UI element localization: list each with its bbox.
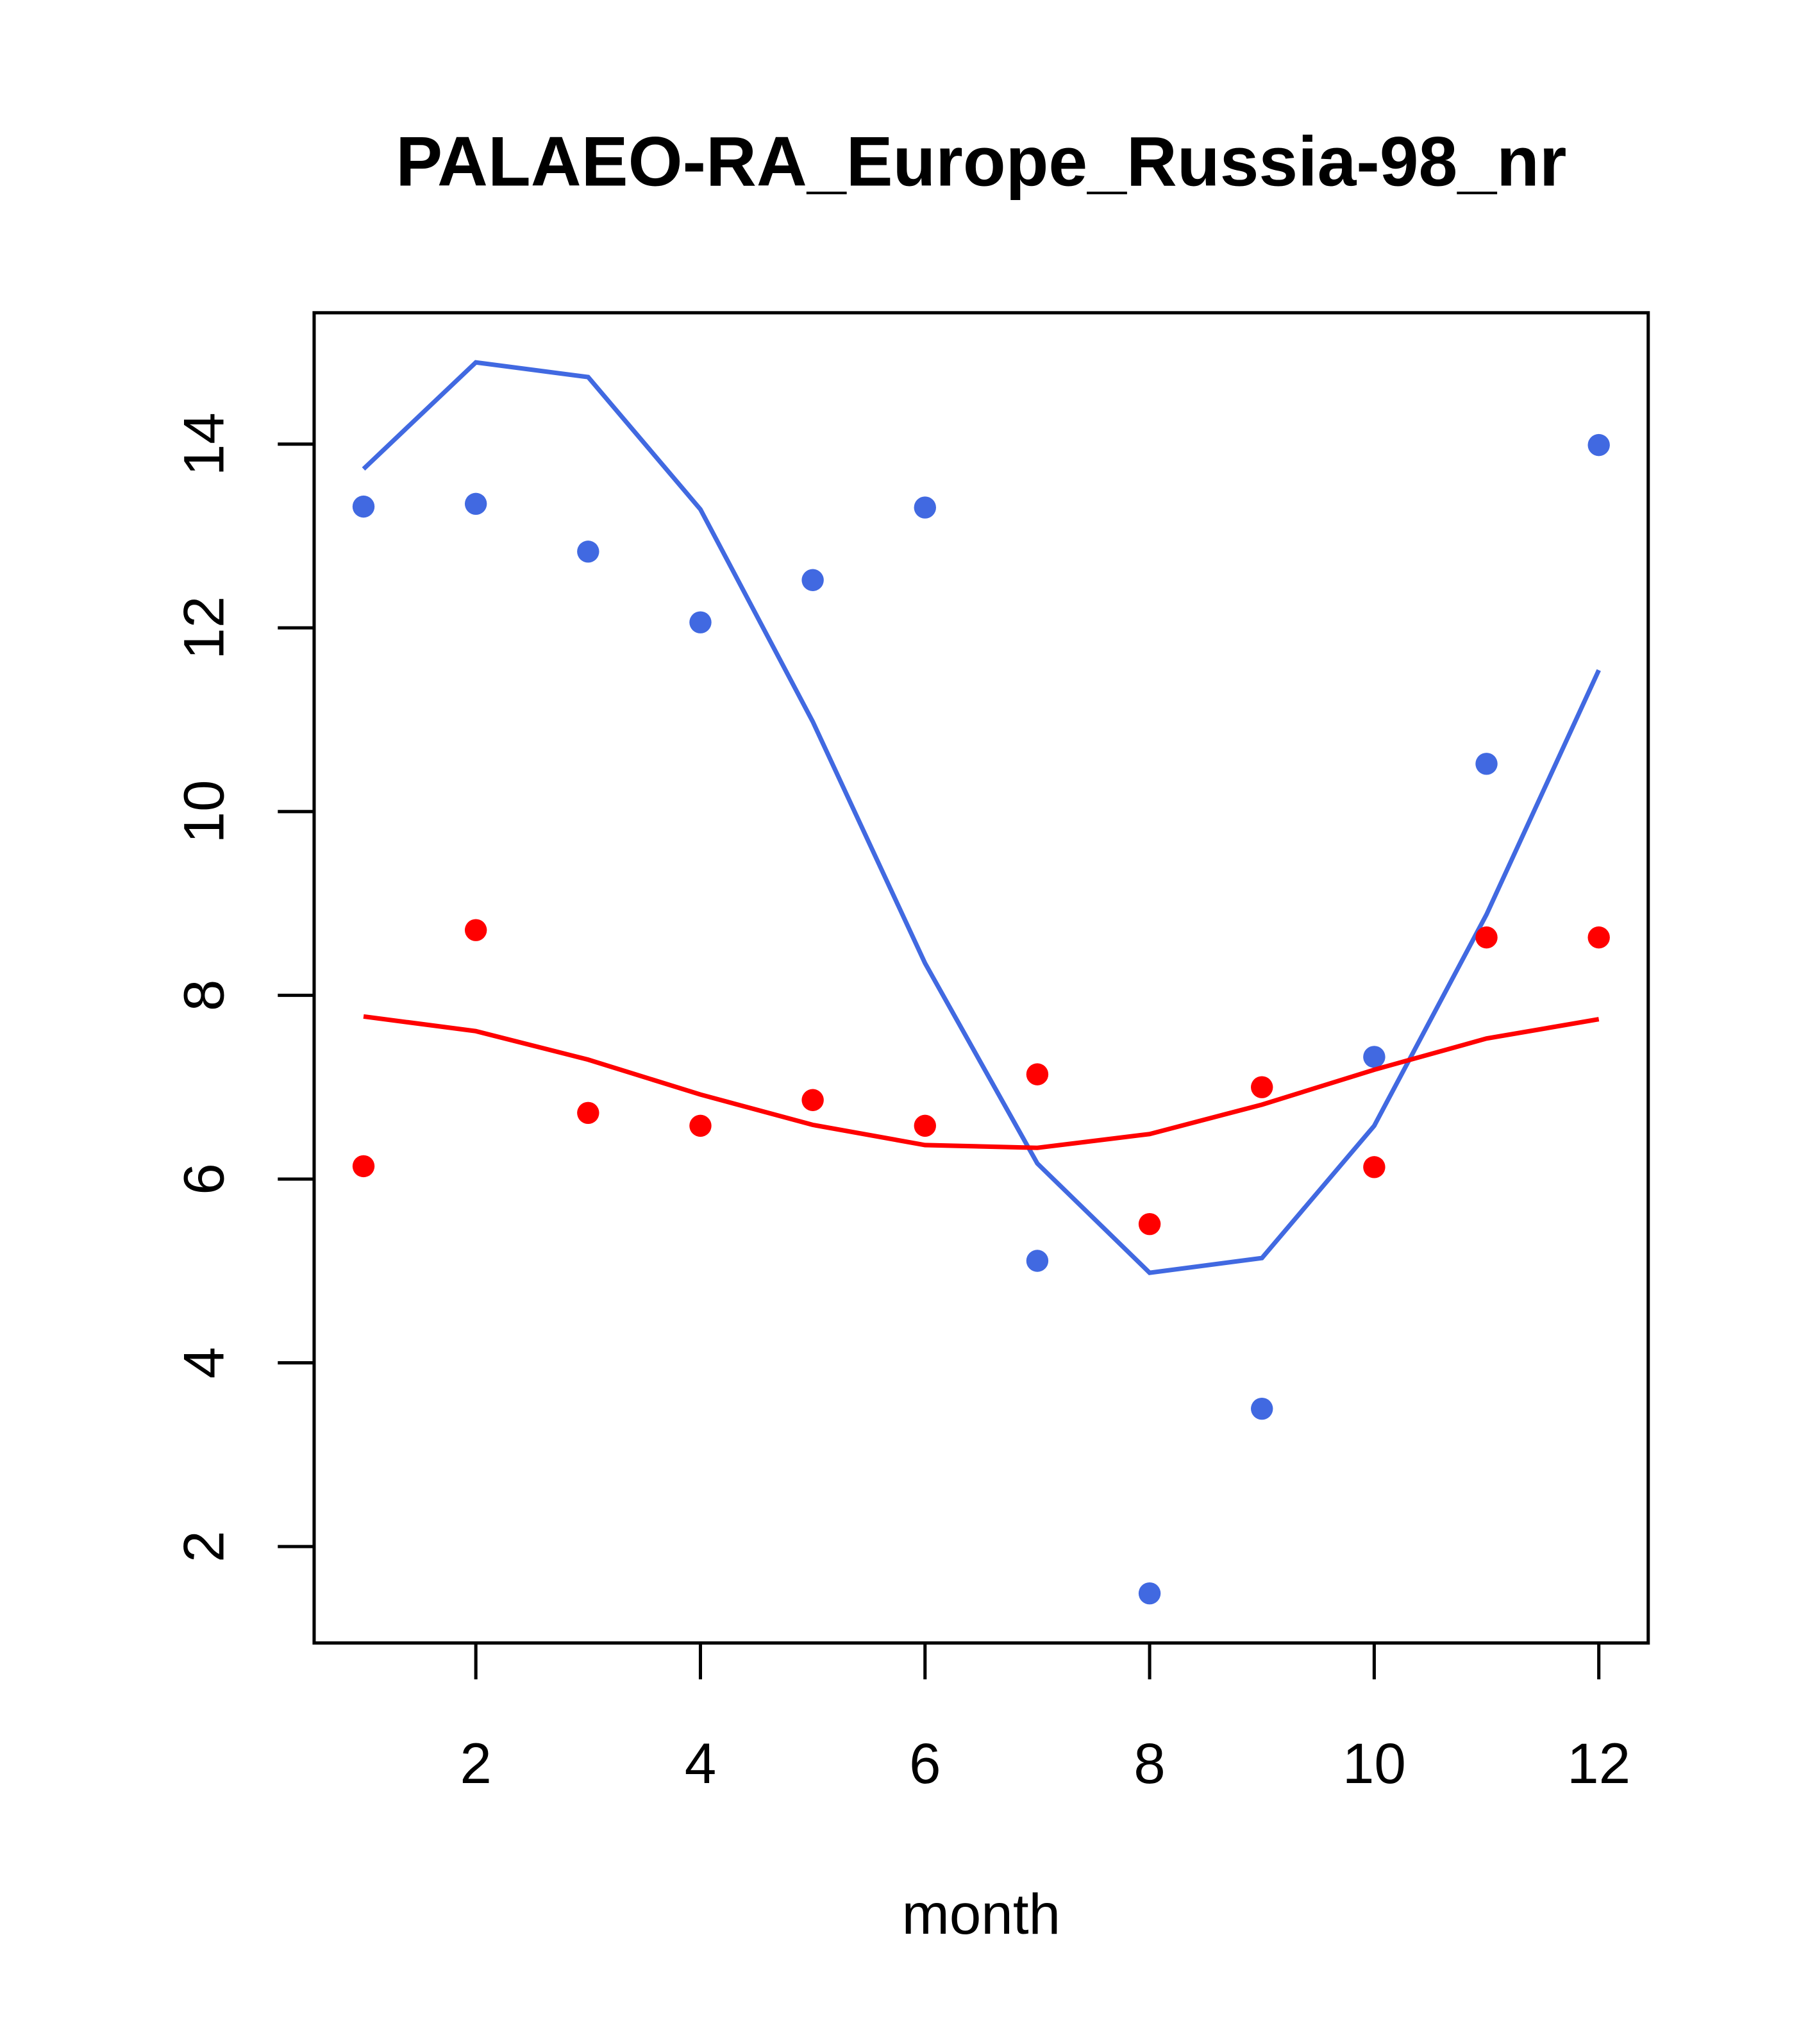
red-point [689, 1114, 712, 1137]
plot-frame [312, 311, 1650, 1645]
red-line-series [363, 1014, 1600, 1150]
red-point [801, 1089, 824, 1111]
plot-marks [352, 360, 1610, 1605]
x-axis-label: month [902, 1882, 1061, 1946]
x-tick-label: 8 [1134, 1731, 1166, 1795]
x-tick-label: 10 [1343, 1731, 1406, 1795]
blue-point [1251, 1397, 1273, 1420]
y-tick-label: 12 [171, 596, 235, 660]
y-tick-label: 4 [171, 1347, 235, 1379]
blue-point [1026, 1250, 1049, 1272]
red-point [464, 919, 487, 941]
chart-title: PALAEO-RA_Europe_Russia-98_nr [396, 122, 1566, 201]
blue-point [1363, 1046, 1386, 1068]
red-point [1475, 926, 1498, 949]
blue-line-series [362, 360, 1601, 1275]
blue-point [1587, 433, 1610, 457]
x-tick-label: 12 [1567, 1731, 1630, 1795]
blue-point [1475, 753, 1498, 775]
blue-point [577, 540, 599, 563]
blue-point [801, 569, 824, 591]
red-point [1138, 1212, 1161, 1236]
y-tick-label: 8 [171, 980, 235, 1012]
y-tick-label: 14 [171, 412, 235, 476]
blue-point [352, 495, 375, 518]
y-tick-label: 2 [171, 1530, 235, 1562]
blue-point [1138, 1582, 1161, 1605]
red-point [914, 1114, 936, 1137]
x-axis: 2 4 6 8 10 12 [460, 1643, 1630, 1795]
red-point [1251, 1076, 1273, 1098]
y-axis: 2 4 6 8 10 12 14 [171, 412, 314, 1562]
x-tick-label: 2 [460, 1731, 492, 1795]
y-tick-label: 10 [171, 780, 235, 843]
red-point [1026, 1063, 1049, 1085]
red-point [1363, 1156, 1386, 1178]
red-point [352, 1155, 375, 1178]
x-tick-label: 4 [685, 1731, 717, 1795]
blue-point [914, 496, 936, 519]
x-tick-label: 6 [909, 1731, 941, 1795]
blue-point [464, 492, 487, 515]
y-tick-label: 6 [171, 1163, 235, 1195]
red-point [1587, 926, 1610, 949]
blue-point [689, 611, 712, 633]
red-point [577, 1102, 599, 1125]
